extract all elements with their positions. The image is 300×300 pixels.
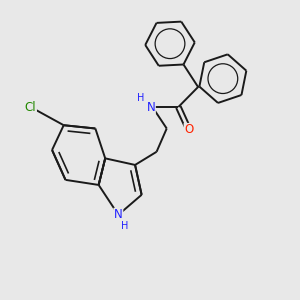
Text: N: N — [114, 208, 123, 221]
Text: N: N — [146, 100, 155, 113]
Text: O: O — [184, 124, 194, 136]
Text: H: H — [137, 93, 144, 103]
Text: H: H — [121, 221, 128, 231]
Text: Cl: Cl — [25, 100, 36, 113]
